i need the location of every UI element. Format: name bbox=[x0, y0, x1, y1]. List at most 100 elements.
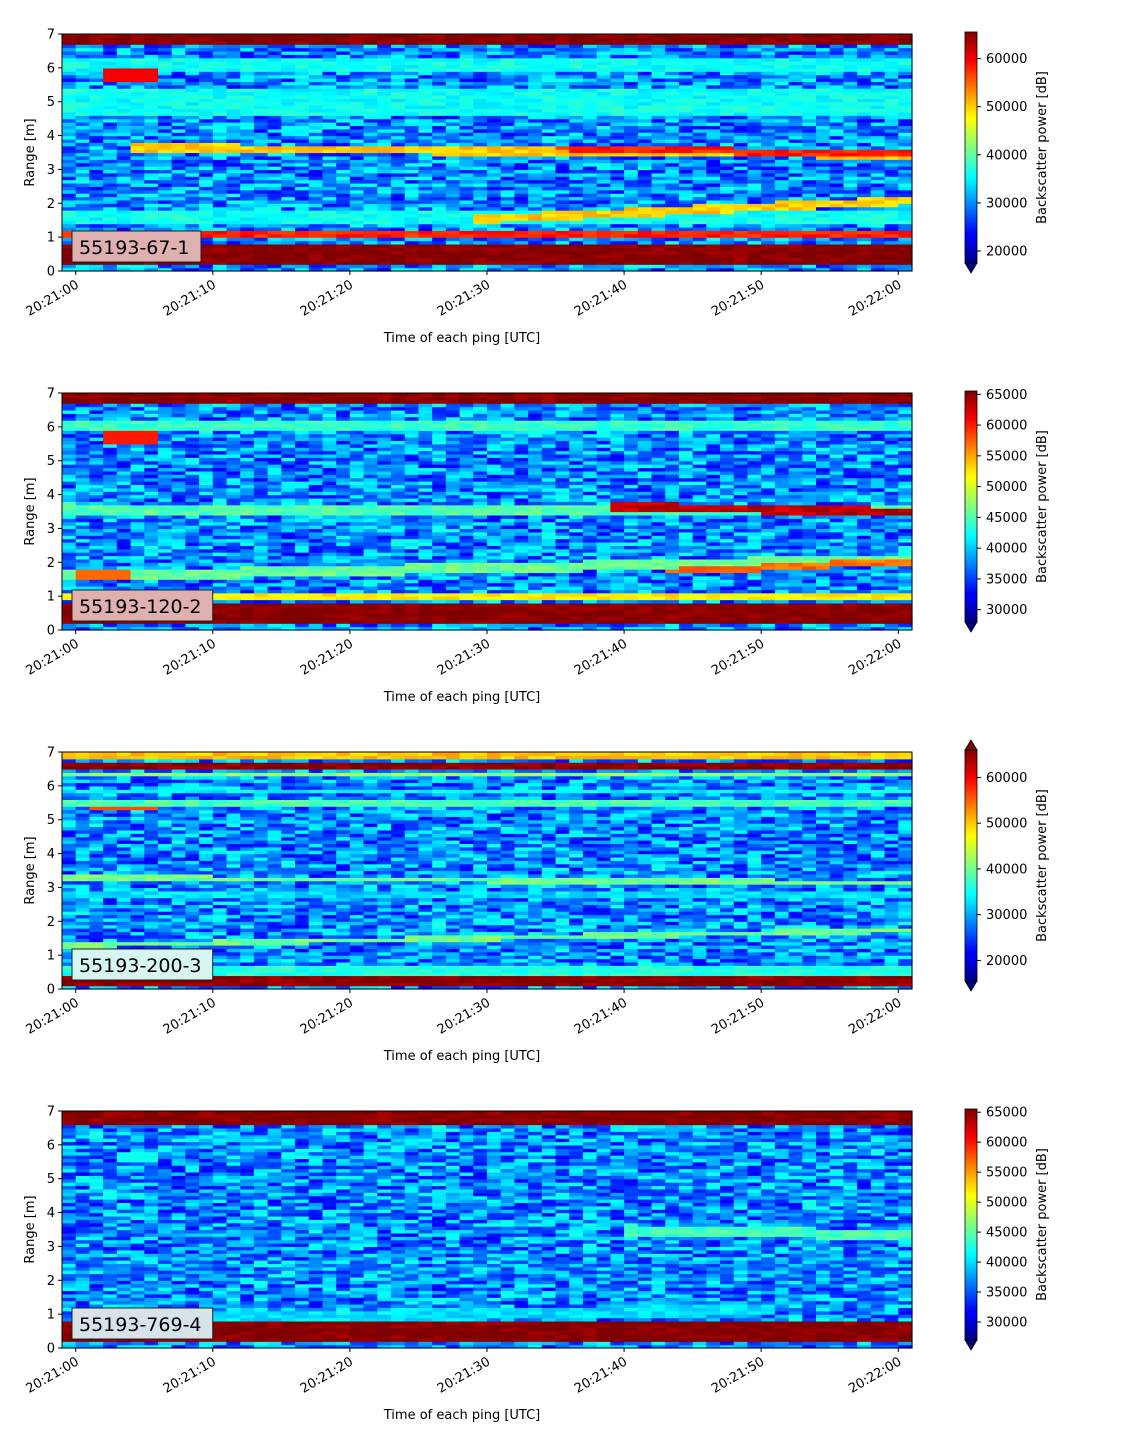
colorbar-tick-label: 55000 bbox=[986, 1166, 1027, 1181]
y-tick-label: 1 bbox=[47, 1308, 55, 1323]
heatmap-cells bbox=[62, 1111, 913, 1349]
colorbar-tick-label: 50000 bbox=[986, 480, 1027, 495]
colorbar-tick-label: 20000 bbox=[986, 954, 1027, 969]
x-tick-label: 20:21:20 bbox=[298, 277, 356, 319]
panel-label: 55193-769-4 bbox=[71, 1307, 214, 1340]
x-tick-label: 20:21:00 bbox=[24, 636, 82, 678]
echogram-panel-2: 0 1 2 3 4 5 6 7 20:21:00 20:21:10 20:21:20 20:21:30… bbox=[23, 387, 1050, 706]
y-tick-label: 5 bbox=[47, 813, 55, 828]
colorbar: 20000 30000 40000 50000 60000 Backscatter pow… bbox=[964, 739, 1050, 992]
colorbar-label: Backscatter power [dB] bbox=[1035, 430, 1050, 583]
y-axis-label: Range [m] bbox=[23, 1195, 38, 1263]
colorbar-tick-label: 35000 bbox=[986, 1286, 1027, 1301]
x-axis-label: Time of each ping [UTC] bbox=[383, 1049, 541, 1064]
heatmap-cells bbox=[62, 34, 913, 272]
y-tick-label: 5 bbox=[47, 454, 55, 469]
y-tick-label: 7 bbox=[47, 28, 55, 43]
colorbar-tick-label: 45000 bbox=[986, 511, 1027, 526]
colorbar-tick-label: 30000 bbox=[986, 196, 1027, 211]
colorbar-tick-label: 50000 bbox=[986, 817, 1027, 832]
y-tick-label: 6 bbox=[47, 779, 55, 794]
y-tick-label: 0 bbox=[47, 983, 55, 998]
y-tick-label: 4 bbox=[47, 1206, 55, 1221]
svg-text:55193-67-1: 55193-67-1 bbox=[79, 237, 189, 259]
colorbar-extend-max bbox=[964, 739, 978, 751]
colorbar-tick-label: 65000 bbox=[986, 1106, 1027, 1121]
colorbar-tick-label: 30000 bbox=[986, 908, 1027, 923]
panel-label: 55193-67-1 bbox=[71, 230, 202, 263]
colorbar-label: Backscatter power [dB] bbox=[1035, 1148, 1050, 1301]
x-axis-label: Time of each ping [UTC] bbox=[383, 690, 541, 705]
x-tick-label: 20:22:00 bbox=[846, 636, 904, 678]
y-tick-label: 6 bbox=[47, 420, 55, 435]
colorbar-label: Backscatter power [dB] bbox=[1035, 789, 1050, 942]
y-tick-label: 1 bbox=[47, 949, 55, 964]
colorbar-tick-label: 50000 bbox=[986, 100, 1027, 115]
y-tick-label: 7 bbox=[47, 1105, 55, 1120]
x-axis-label: Time of each ping [UTC] bbox=[383, 1408, 541, 1423]
y-tick-label: 7 bbox=[47, 387, 55, 402]
colorbar-tick-label: 50000 bbox=[986, 1196, 1027, 1211]
colorbar-extend-min bbox=[964, 1339, 978, 1351]
x-tick-label: 20:21:30 bbox=[435, 277, 493, 319]
colorbar-tick-label: 40000 bbox=[986, 862, 1027, 877]
y-tick-label: 1 bbox=[47, 231, 55, 246]
x-tick-label: 20:21:40 bbox=[572, 1354, 630, 1396]
colorbar-label: Backscatter power [dB] bbox=[1035, 71, 1050, 224]
echogram-panel-1: 0 1 2 3 4 5 6 7 20:21:00 20:21:10 20:21:20 20:21:30… bbox=[23, 28, 1050, 347]
y-tick-label: 0 bbox=[47, 624, 55, 639]
colorbar-tick-label: 40000 bbox=[986, 542, 1027, 557]
x-tick-label: 20:21:50 bbox=[709, 636, 767, 678]
y-tick-label: 2 bbox=[47, 1274, 55, 1289]
x-axis-label: Time of each ping [UTC] bbox=[383, 331, 541, 346]
colorbar-extend-min bbox=[964, 621, 978, 633]
x-tick-label: 20:21:30 bbox=[435, 995, 493, 1037]
y-tick-label: 5 bbox=[47, 1172, 55, 1187]
y-axis-label: Range [m] bbox=[23, 118, 38, 186]
colorbar: 30000 35000 40000 45000 50000 55000 60000 65000… bbox=[964, 1106, 1050, 1351]
x-tick-label: 20:21:40 bbox=[572, 636, 630, 678]
x-tick-label: 20:21:50 bbox=[709, 277, 767, 319]
colorbar: 30000 35000 40000 45000 50000 55000 60000 65000… bbox=[964, 388, 1050, 633]
echogram-panel-4: 0 1 2 3 4 5 6 7 20:21:00 20:21:10 20:21:20 20:21:30… bbox=[23, 1105, 1050, 1424]
y-tick-label: 2 bbox=[47, 197, 55, 212]
x-tick-label: 20:21:20 bbox=[298, 636, 356, 678]
y-tick-label: 6 bbox=[47, 1138, 55, 1153]
y-tick-label: 3 bbox=[47, 163, 55, 178]
x-tick-label: 20:21:50 bbox=[709, 995, 767, 1037]
colorbar-tick-label: 30000 bbox=[986, 1316, 1027, 1331]
y-tick-label: 7 bbox=[47, 746, 55, 761]
colorbar-tick-label: 60000 bbox=[986, 419, 1027, 434]
x-tick-label: 20:22:00 bbox=[846, 277, 904, 319]
y-tick-label: 2 bbox=[47, 556, 55, 571]
x-tick-label: 20:21:10 bbox=[161, 636, 219, 678]
colorbar-tick-label: 30000 bbox=[986, 603, 1027, 618]
y-tick-label: 4 bbox=[47, 129, 55, 144]
y-tick-label: 5 bbox=[47, 95, 55, 110]
x-tick-label: 20:21:10 bbox=[161, 995, 219, 1037]
x-tick-label: 20:21:10 bbox=[161, 277, 219, 319]
colorbar-tick-label: 55000 bbox=[986, 449, 1027, 464]
y-tick-label: 4 bbox=[47, 488, 55, 503]
x-tick-label: 20:21:00 bbox=[24, 995, 82, 1037]
x-tick-label: 20:21:00 bbox=[24, 1354, 82, 1396]
x-tick-label: 20:21:30 bbox=[435, 1354, 493, 1396]
x-tick-label: 20:21:20 bbox=[298, 995, 356, 1037]
colorbar-tick-label: 35000 bbox=[986, 572, 1027, 587]
y-tick-label: 3 bbox=[47, 522, 55, 537]
heatmap-cells bbox=[62, 393, 913, 631]
y-tick-label: 1 bbox=[47, 590, 55, 605]
colorbar-tick-label: 40000 bbox=[986, 1256, 1027, 1271]
x-tick-label: 20:21:40 bbox=[572, 277, 630, 319]
colorbar-extend-min bbox=[964, 980, 978, 992]
x-tick-label: 20:21:20 bbox=[298, 1354, 356, 1396]
colorbar-tick-label: 20000 bbox=[986, 244, 1027, 259]
y-tick-label: 6 bbox=[47, 61, 55, 76]
y-tick-label: 3 bbox=[47, 881, 55, 896]
y-tick-label: 3 bbox=[47, 1240, 55, 1255]
colorbar-tick-label: 65000 bbox=[986, 388, 1027, 403]
y-tick-label: 4 bbox=[47, 847, 55, 862]
x-tick-label: 20:21:10 bbox=[161, 1354, 219, 1396]
colorbar-tick-label: 60000 bbox=[986, 52, 1027, 67]
x-tick-label: 20:22:00 bbox=[846, 995, 904, 1037]
